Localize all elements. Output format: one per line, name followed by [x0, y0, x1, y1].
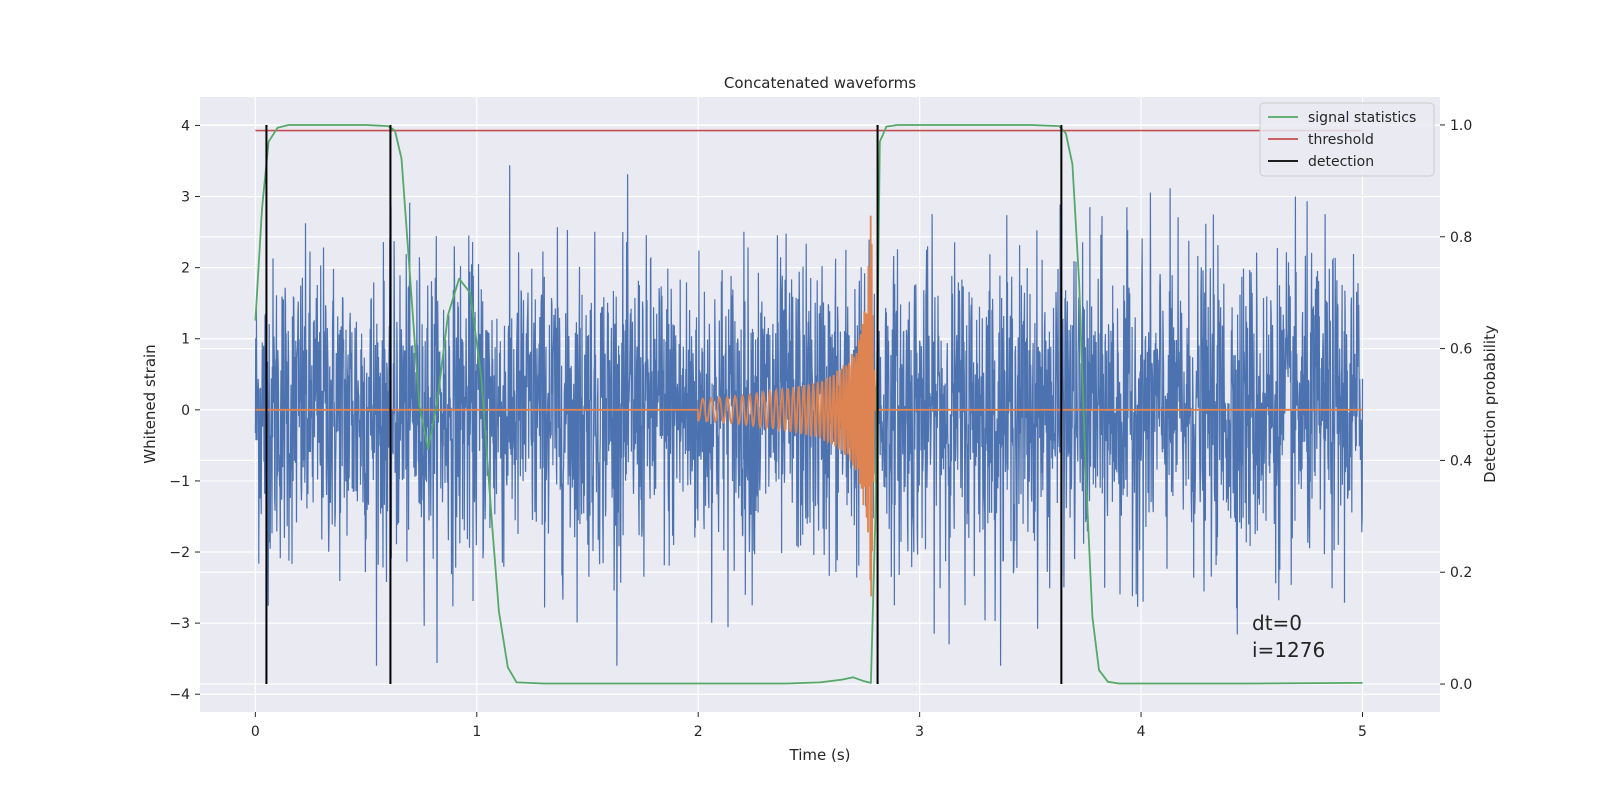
y-tick-label: −2 — [169, 545, 190, 561]
y-right-tick-label: 0.4 — [1450, 453, 1472, 469]
x-tick-label: 1 — [472, 724, 481, 740]
series-injection-line — [255, 215, 1363, 597]
annotation-i: i=1276 — [1252, 638, 1325, 662]
y-tick-label: 4 — [181, 118, 190, 134]
y-tick-label: 2 — [181, 261, 190, 277]
legend: signal statistics threshold detection — [1259, 102, 1435, 177]
legend-label-threshold: threshold — [1308, 132, 1374, 148]
y-tick-label: −4 — [169, 687, 190, 703]
x-tick-label: 3 — [915, 724, 924, 740]
y-axis-right-label: Detection probability — [1481, 325, 1499, 483]
chart-title: Concatenated waveforms — [724, 74, 916, 92]
x-tick-label: 0 — [251, 724, 260, 740]
y-right-tick-label: 1.0 — [1450, 118, 1472, 134]
y-right-tick-label: 0.6 — [1450, 342, 1472, 358]
series-strain-line — [254, 165, 1364, 666]
y-tick-label: −3 — [169, 616, 190, 632]
y-tick-label: 3 — [181, 190, 190, 206]
y-right-tick-label: 0.0 — [1450, 677, 1472, 693]
x-axis-label: Time (s) — [789, 746, 851, 764]
legend-label-detection: detection — [1308, 154, 1374, 170]
ticks: 0 1 2 3 4 5 −4 −3 −2 −1 0 1 2 3 4 0.0 0.2 0.4 0.6 0.8 1.0 — [169, 118, 1472, 740]
x-tick-label: 2 — [694, 724, 703, 740]
x-tick-label: 4 — [1137, 724, 1146, 740]
x-tick-label: 5 — [1358, 724, 1367, 740]
y-right-tick-label: 0.8 — [1450, 230, 1472, 246]
plot-area — [254, 124, 1364, 685]
series-signal-statistics-line — [254, 124, 1363, 685]
y-tick-label: −1 — [169, 474, 190, 490]
legend-box — [1259, 102, 1435, 177]
y-right-tick-label: 0.2 — [1450, 565, 1472, 581]
y-tick-label: 1 — [181, 332, 190, 348]
y-tick-label: 0 — [181, 403, 190, 419]
legend-label-signal-statistics: signal statistics — [1308, 110, 1416, 126]
annotation-dt: dt=0 — [1252, 611, 1302, 635]
y-axis-label: Whitened strain — [141, 344, 159, 463]
